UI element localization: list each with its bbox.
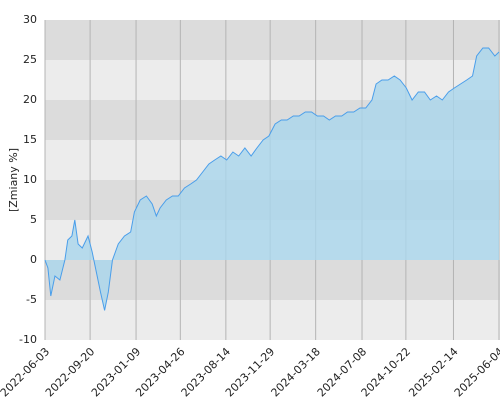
y-axis-label: [Zmiany %] <box>7 148 20 212</box>
grid-band <box>45 260 500 300</box>
y-tick-label: 5 <box>30 213 37 226</box>
grid-band <box>45 300 500 340</box>
y-tick-label: 20 <box>23 93 37 106</box>
grid-band <box>45 60 500 100</box>
y-tick-label: -5 <box>26 293 37 306</box>
y-tick-label: 15 <box>23 133 37 146</box>
area-fill <box>45 48 499 311</box>
y-tick-label: 30 <box>23 13 37 26</box>
y-tick-label: 0 <box>30 253 37 266</box>
grid-band <box>45 20 500 60</box>
y-tick-label: 10 <box>23 173 37 186</box>
y-tick-label: 25 <box>23 53 37 66</box>
y-tick-label: -10 <box>19 333 37 346</box>
line <box>44 47 500 311</box>
